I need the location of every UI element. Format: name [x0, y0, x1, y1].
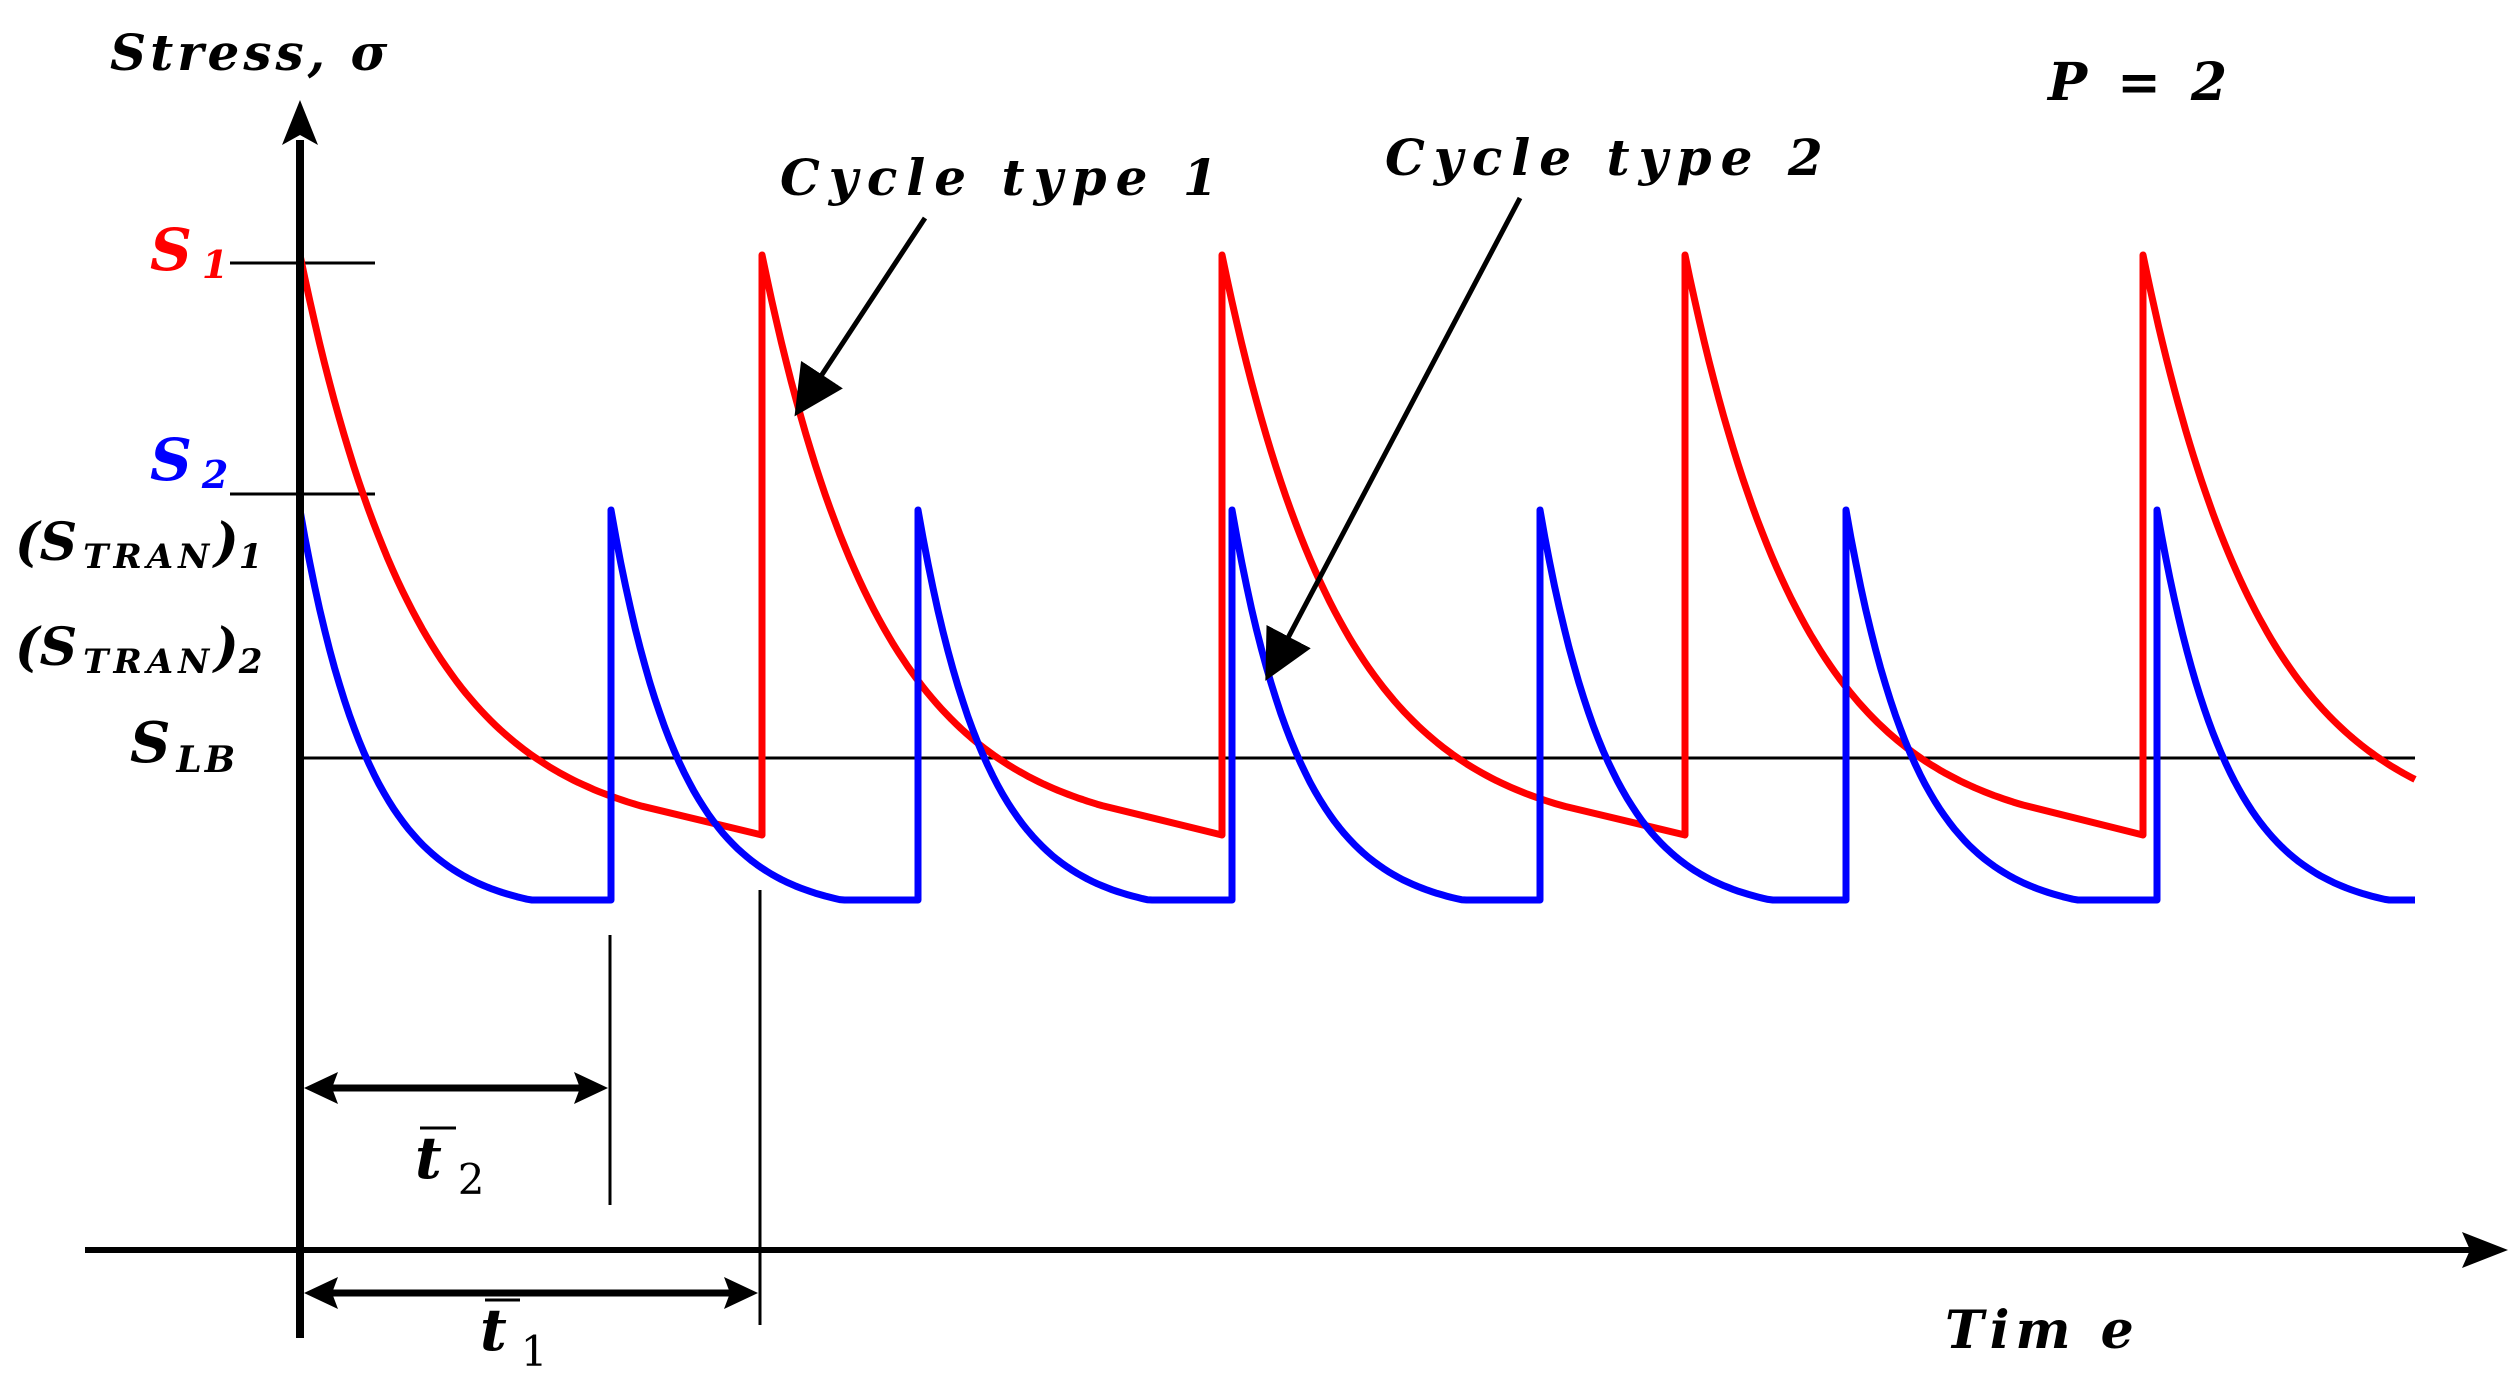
cycle-type-2-label: Cycle type 2 [1385, 128, 1832, 187]
y-axis-label: Stress, σ [110, 23, 391, 82]
t1-label-main: t [480, 1296, 507, 1364]
s-lb-label-sub: LB [175, 739, 238, 781]
s2-label-sub: 2 [201, 452, 228, 497]
s-lb-label: S LB [130, 710, 238, 781]
t1-label-sub: 1 [521, 1327, 548, 1376]
s-tran-1-label: (S TRAN)1 [15, 512, 262, 577]
s-tran-2-label: (S TRAN)2 [15, 617, 262, 682]
t1-arrowhead-left [304, 1277, 338, 1309]
s-tran-2-open: (S [15, 617, 77, 678]
s-tran-1-open: (S [15, 512, 77, 573]
x-axis-label: Tim e [1945, 1300, 2140, 1361]
s1-label-main: S [150, 216, 192, 284]
time-axis-arrowhead [2462, 1232, 2508, 1268]
cycle-type-2-curve [296, 506, 2415, 904]
s-tran-1-index: 1 [239, 537, 263, 577]
parameter-label: P = 2 [2046, 52, 2233, 113]
s-tran-1-sub: TRAN [83, 537, 214, 577]
s1-label-sub: 1 [202, 242, 228, 287]
s-tran-2-close: ) [212, 617, 239, 678]
cycle-type-1-pointer [794, 216, 928, 417]
t2-arrowhead-right [574, 1072, 608, 1104]
t1-arrowhead-right [724, 1277, 758, 1309]
stress-axis-arrowhead [282, 100, 318, 145]
s-tran-1-close: ) [212, 512, 239, 573]
cycle-type-1-label: Cycle type 1 [780, 148, 1227, 207]
t2-label-sub: 2 [458, 1155, 485, 1204]
cycle-type-1-curve [296, 251, 2417, 839]
t2-label-main: t [415, 1124, 442, 1192]
s2-label-main: S [150, 426, 192, 494]
s-lb-label-main: S [130, 710, 170, 776]
s-tran-2-sub: TRAN [83, 642, 214, 682]
t2-arrowhead-left [304, 1072, 338, 1104]
cycle-type-2-pointer [1265, 196, 1523, 681]
s-tran-2-index: 2 [238, 642, 263, 682]
